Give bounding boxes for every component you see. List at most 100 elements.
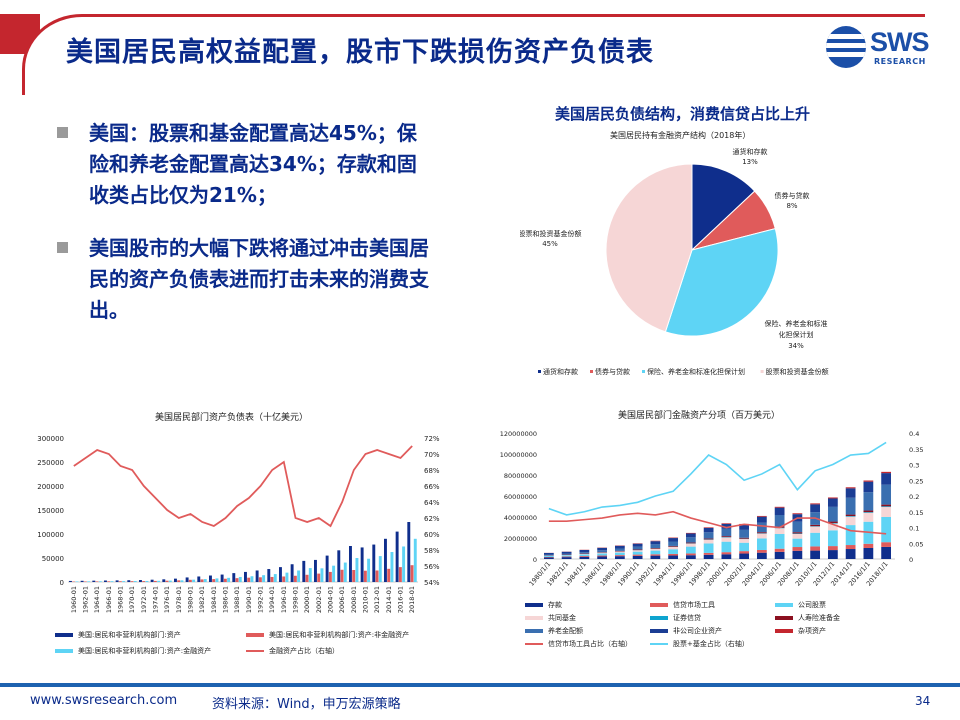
x-tick-label: 1974-01 bbox=[152, 586, 160, 613]
stacked-bar-segment bbox=[827, 521, 838, 523]
footer-url[interactable]: www.swsresearch.com bbox=[30, 693, 178, 708]
y2-tick-label: 0.3 bbox=[909, 462, 919, 470]
stacked-bar-segment bbox=[810, 526, 821, 533]
chart2-legend-item: 非公司企业资产 bbox=[650, 626, 722, 636]
stacked-bar-segment bbox=[561, 553, 572, 555]
bar bbox=[317, 573, 321, 582]
legend-swatch bbox=[525, 603, 543, 607]
legend-swatch bbox=[650, 603, 668, 607]
bar bbox=[255, 570, 259, 582]
stacked-bar-segment bbox=[597, 553, 608, 556]
bar bbox=[328, 571, 332, 582]
stacked-bar-segment bbox=[543, 556, 554, 558]
legend-swatch bbox=[775, 616, 793, 620]
stacked-bar-segment bbox=[863, 492, 874, 511]
bar bbox=[387, 568, 391, 582]
stacked-bar-segment bbox=[863, 547, 874, 559]
bar bbox=[107, 581, 111, 582]
legend-swatch bbox=[525, 629, 543, 633]
stacked-bar-segment bbox=[597, 552, 608, 554]
stacked-bar-segment bbox=[668, 553, 679, 556]
stacked-bar-segment bbox=[810, 504, 821, 513]
stacked-bar-segment bbox=[810, 532, 821, 547]
stacked-bar-segment bbox=[650, 544, 661, 548]
stacked-bar-segment bbox=[614, 545, 625, 549]
footer-divider bbox=[0, 683, 960, 687]
bar bbox=[352, 570, 356, 582]
x-tick-label: 1998-01 bbox=[292, 586, 300, 613]
stacked-bar-segment bbox=[668, 545, 679, 547]
x-tick-label: 1984-01 bbox=[210, 586, 218, 613]
bar bbox=[349, 546, 352, 582]
y2-tick-label: 70% bbox=[424, 451, 440, 459]
stacked-bar-segment bbox=[597, 550, 608, 553]
chart1-legend-item: 金融资产占比（右轴） bbox=[246, 646, 339, 656]
stacked-bar-segment bbox=[774, 507, 785, 516]
bar bbox=[395, 531, 399, 582]
stacked-bar-segment bbox=[739, 542, 750, 552]
bar bbox=[282, 576, 286, 582]
x-tick-label: 1986-01 bbox=[222, 586, 230, 613]
stacked-bar-segment bbox=[827, 523, 838, 531]
title-frame bbox=[22, 14, 925, 95]
stacked-bar-segment bbox=[739, 551, 750, 554]
stacked-bar-segment bbox=[881, 506, 892, 508]
y2-tick-label: 72% bbox=[424, 435, 440, 443]
bar bbox=[197, 576, 201, 582]
x-tick-label: 1980-01 bbox=[187, 586, 195, 613]
stacked-bar-segment bbox=[579, 549, 590, 553]
pie-slice-label-line: 保险、养老金和标准 bbox=[765, 319, 828, 328]
bar bbox=[98, 581, 102, 582]
x-tick-label: 1990-01 bbox=[245, 586, 253, 613]
pie-slice-label: 债券与贷款 bbox=[775, 191, 810, 200]
stacked-bar-segment bbox=[650, 554, 661, 556]
chart2-legend-item: 杂项资产 bbox=[775, 626, 826, 636]
page-number: 34 bbox=[915, 694, 931, 708]
stacked-bar-segment bbox=[827, 506, 838, 522]
stacked-bar-segment bbox=[543, 552, 554, 555]
stacked-bar-segment bbox=[863, 480, 874, 482]
bar bbox=[407, 522, 411, 582]
stacked-bar-segment bbox=[597, 555, 608, 557]
x-tick-label: 1994-01 bbox=[268, 586, 276, 613]
bar bbox=[150, 579, 154, 582]
bar bbox=[80, 580, 84, 582]
x-tick-label: 1978-01 bbox=[175, 586, 183, 613]
stacked-bar-segment bbox=[614, 548, 625, 551]
bar bbox=[165, 580, 169, 582]
bar bbox=[162, 579, 166, 582]
y2-tick-label: 56% bbox=[424, 563, 440, 571]
bar bbox=[250, 576, 254, 582]
bar bbox=[314, 559, 317, 582]
bar bbox=[185, 577, 189, 582]
bar bbox=[378, 556, 382, 582]
bar bbox=[372, 544, 376, 582]
stacked-bar-segment bbox=[739, 539, 750, 543]
stacked-bar-segment bbox=[668, 549, 679, 554]
y2-tick-label: 58% bbox=[424, 547, 440, 555]
stacked-bar-segment bbox=[703, 538, 714, 540]
bar bbox=[133, 581, 137, 582]
bar bbox=[227, 577, 231, 582]
x-tick-label: 2010-01 bbox=[362, 586, 370, 613]
bar bbox=[104, 580, 107, 582]
y-tick-label: 40000000 bbox=[504, 514, 537, 522]
x-tick-label: 1996-01 bbox=[280, 586, 288, 613]
y2-tick-label: 60% bbox=[424, 531, 440, 539]
y-tick-label: 0 bbox=[60, 579, 64, 587]
stacked-bar-segment bbox=[721, 528, 732, 537]
bar bbox=[75, 581, 79, 582]
legend-label: 股票+基金占比（右轴） bbox=[673, 640, 749, 648]
y2-tick-label: 0.25 bbox=[909, 477, 923, 485]
balance-sheet-chart: 0 50000 100000 150000 200000 250000 300000 54% 5… bbox=[37, 435, 440, 613]
x-tick-label: 1982-01 bbox=[198, 586, 206, 613]
bar bbox=[115, 580, 119, 582]
legend-swatch bbox=[246, 650, 264, 652]
bar bbox=[285, 572, 289, 582]
y2-tick-label: 0 bbox=[909, 556, 913, 564]
bullet-item: 美国股市的大幅下跌将通过冲击美国居民的资产负债表进而打击未来的消费支出。 bbox=[55, 233, 435, 326]
stacked-bar-segment bbox=[703, 532, 714, 539]
bullet-square-icon bbox=[57, 242, 68, 253]
stacked-bar-segment bbox=[650, 541, 661, 545]
x-tick-label: 2016-01 bbox=[397, 586, 405, 613]
